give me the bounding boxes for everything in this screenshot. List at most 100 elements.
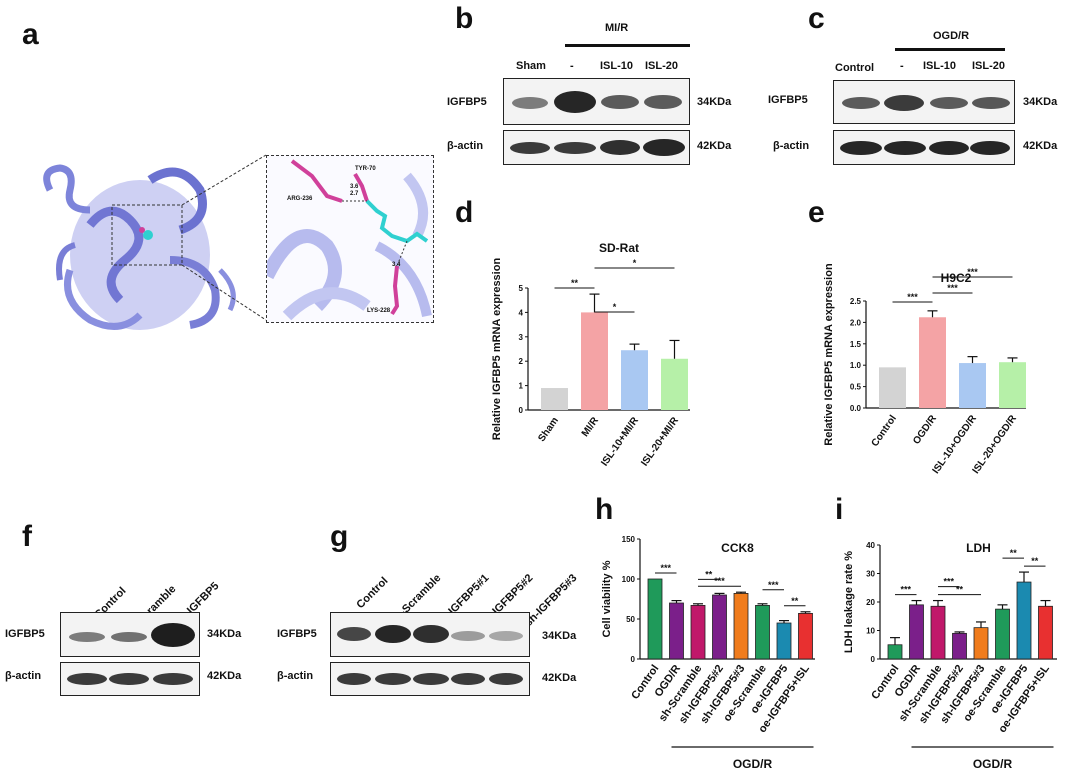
blot-c-igfbp5-membrane (833, 80, 1015, 124)
blot-c-lane-1: Control (835, 62, 875, 74)
y-tick-label-h: 150 (622, 535, 636, 544)
blot-band (109, 673, 149, 685)
significance-label-h: *** (768, 580, 779, 590)
bar-d (661, 358, 688, 410)
blot-f-size-2: 42KDa (207, 670, 242, 682)
blot-band (970, 141, 1010, 155)
significance-label-h: *** (714, 576, 725, 586)
protein-structure-image (43, 164, 236, 330)
blot-c-row-1: IGFBP5 (768, 94, 808, 106)
bar-d (621, 350, 648, 410)
y-tick-label-e: 1.5 (850, 340, 862, 349)
blot-band (600, 140, 640, 155)
y-tick-label-e: 2.0 (850, 318, 862, 327)
blot-band (644, 95, 682, 109)
blot-band (601, 95, 639, 109)
significance-label-e: *** (947, 283, 958, 293)
bar-i (952, 632, 967, 660)
y-tick-label-e: 0.5 (850, 383, 862, 392)
blot-band (337, 627, 371, 641)
bar-d (541, 388, 568, 410)
blot-band (930, 97, 968, 109)
blot-f-row-2: β-actin (5, 670, 42, 682)
blot-g-igfbp5-membrane (330, 612, 530, 657)
blot-band (510, 142, 550, 154)
panel-label-c: c (808, 2, 825, 35)
blot-band (69, 632, 105, 642)
bar-e (999, 362, 1026, 408)
significance-label-e: *** (907, 292, 918, 302)
bar-h (669, 602, 684, 660)
blot-c-condition: OGD/R (933, 30, 970, 42)
panel-label-e: e (808, 196, 825, 229)
category-label-d: MI/R (580, 415, 602, 439)
category-label-d: ISL-20+MI/R (639, 415, 681, 469)
blot-b-size-2: 42KDa (697, 140, 732, 152)
y-axis-label-d: Relative IGFBP5 mRNA expression (491, 258, 503, 441)
blot-b-lane-4: ISL-20 (645, 60, 679, 72)
y-tick-label-e: 2.5 (850, 297, 862, 306)
blot-b-condition: MI/R (605, 22, 629, 34)
significance-label-h: *** (660, 563, 671, 573)
blot-band (111, 632, 147, 642)
bar-h (647, 578, 663, 660)
bar-i (909, 604, 924, 660)
blot-band (884, 95, 924, 111)
blot-b-row-2: β-actin (447, 140, 484, 152)
blot-band (451, 631, 485, 641)
chart-title-i: LDH (966, 541, 991, 555)
bar-i (973, 627, 989, 660)
blot-band (413, 673, 449, 685)
zoom-connector-lines (181, 154, 267, 321)
bar-i (1038, 605, 1053, 660)
category-label-d: Sham (536, 415, 561, 444)
panel-label-f: f (22, 520, 32, 553)
blot-f-size-1: 34KDa (207, 628, 242, 640)
bar-d (581, 312, 608, 410)
y-axis-label-i: LDH leakage rate % (843, 551, 855, 653)
y-tick-label-d: 2 (519, 357, 524, 366)
y-tick-label-d: 1 (519, 382, 524, 391)
blot-band (554, 142, 596, 154)
blot-band (842, 97, 880, 109)
y-tick-label-i: 20 (866, 598, 875, 607)
panel-label-i: i (835, 493, 844, 526)
panel-label-b: b (455, 2, 474, 35)
bar-h (755, 605, 770, 660)
blot-c-size-1: 34KDa (1023, 96, 1058, 108)
panel-label-h: h (595, 493, 614, 526)
blot-b-igfbp5-membrane (503, 78, 690, 125)
blot-band (840, 141, 882, 155)
blot-g-size-1: 34KDa (542, 630, 577, 642)
blot-g-row-1: IGFBP5 (277, 628, 317, 640)
residue-label-1: ARG-236 (287, 196, 313, 202)
bar-h (733, 593, 749, 660)
blot-band (929, 141, 969, 155)
blot-band (643, 139, 685, 156)
blot-c-lane-3: ISL-10 (923, 60, 957, 72)
bar-e (879, 367, 906, 408)
blot-band (489, 673, 523, 685)
blot-band (972, 97, 1010, 109)
blot-b-row-1: IGFBP5 (447, 96, 487, 108)
significance-label-d: * (633, 258, 637, 268)
y-tick-label-e: 1.0 (850, 361, 862, 370)
docking-zoom-inset: ARG-236 TYR-70 LYS-228 3.6 2.7 3.4 (266, 155, 434, 323)
blot-c-actin-membrane (833, 130, 1015, 165)
docking-inset-drawing (267, 159, 432, 321)
significance-label-i: *** (943, 577, 954, 587)
y-axis-label-e: Relative IGFBP5 mRNA expression (823, 263, 835, 446)
y-tick-label-h: 50 (626, 615, 635, 624)
blot-f-igfbp5-membrane (60, 612, 200, 657)
category-label-e: Control (870, 413, 900, 449)
blot-b-lane-2: - (570, 60, 574, 72)
bar-i (930, 605, 946, 660)
blot-band (512, 97, 548, 109)
y-tick-label-d: 0 (519, 406, 524, 415)
blot-c-lane-4: ISL-20 (972, 60, 1006, 72)
group-label-i: OGD/R (973, 757, 1013, 771)
blot-band (153, 673, 193, 685)
residue-label-3: LYS-228 (367, 308, 391, 314)
bar-e (959, 363, 986, 408)
chart-title-h: CCK8 (721, 541, 754, 555)
